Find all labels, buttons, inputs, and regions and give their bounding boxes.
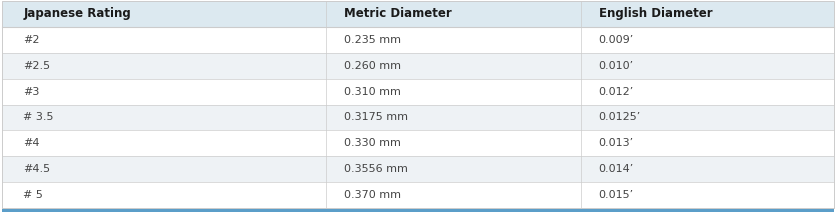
Text: Metric Diameter: Metric Diameter — [344, 7, 451, 20]
Text: #2.5: #2.5 — [23, 61, 50, 71]
Text: 0.014’: 0.014’ — [599, 164, 634, 174]
Bar — [2, 130, 834, 156]
Text: 0.370 mm: 0.370 mm — [344, 190, 400, 200]
Bar — [2, 79, 834, 105]
Bar — [2, 1, 834, 27]
Text: 0.330 mm: 0.330 mm — [344, 138, 400, 148]
Text: 0.015’: 0.015’ — [599, 190, 634, 200]
Bar — [2, 156, 834, 182]
Bar — [2, 208, 834, 212]
Text: Japanese Rating: Japanese Rating — [23, 7, 131, 20]
Text: 0.310 mm: 0.310 mm — [344, 86, 400, 96]
Text: #4.5: #4.5 — [23, 164, 50, 174]
Text: # 5: # 5 — [23, 190, 43, 200]
Text: 0.009’: 0.009’ — [599, 35, 634, 45]
Text: 0.0125’: 0.0125’ — [599, 112, 641, 123]
Text: 0.260 mm: 0.260 mm — [344, 61, 400, 71]
Text: 0.3556 mm: 0.3556 mm — [344, 164, 407, 174]
Text: 0.012’: 0.012’ — [599, 86, 634, 96]
Text: 0.013’: 0.013’ — [599, 138, 634, 148]
Bar — [2, 182, 834, 208]
Text: English Diameter: English Diameter — [599, 7, 712, 20]
Text: # 3.5: # 3.5 — [23, 112, 54, 123]
Text: 0.010’: 0.010’ — [599, 61, 634, 71]
Bar — [2, 53, 834, 79]
Text: 0.3175 mm: 0.3175 mm — [344, 112, 408, 123]
Text: #2: #2 — [23, 35, 40, 45]
Bar — [2, 105, 834, 130]
Text: #4: #4 — [23, 138, 40, 148]
Text: #3: #3 — [23, 86, 40, 96]
Bar — [2, 27, 834, 53]
Text: 0.235 mm: 0.235 mm — [344, 35, 400, 45]
